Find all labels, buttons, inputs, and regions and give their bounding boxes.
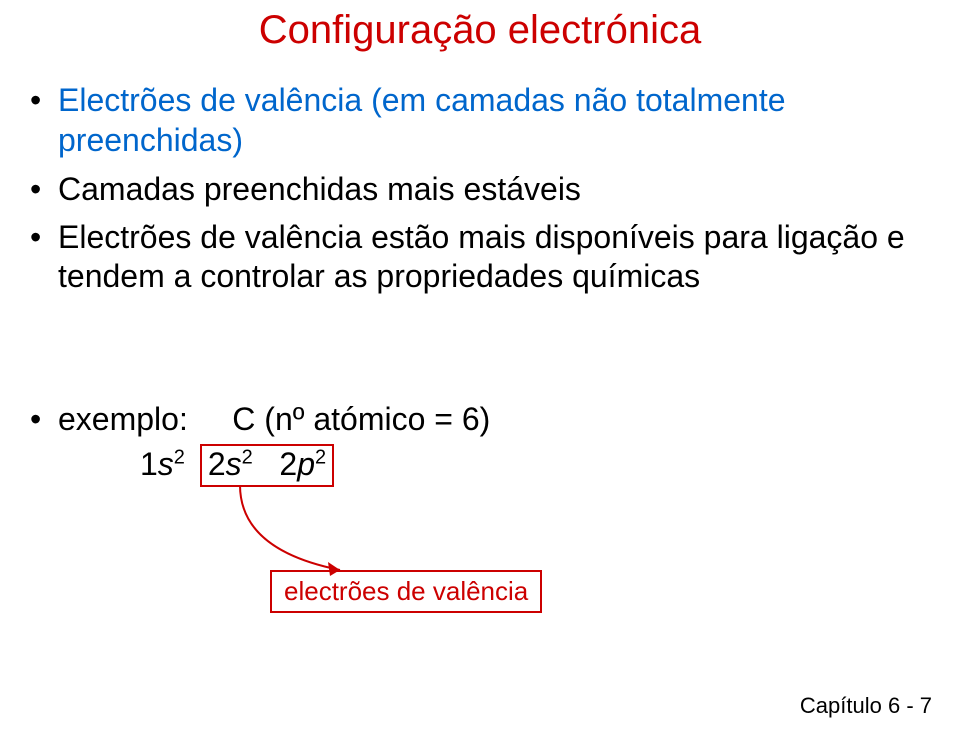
example-label: exemplo: xyxy=(58,401,188,437)
config-1s2-orb: s xyxy=(158,446,174,482)
valence-label-text: electrões de valência xyxy=(284,576,528,606)
slide: Configuração electrónica • Electrões de … xyxy=(0,0,960,731)
config-2p2-orb: p xyxy=(297,446,315,482)
bullet-2: • Camadas preenchidas mais estáveis xyxy=(30,170,910,208)
bullet-3: • Electrões de valência estão mais dispo… xyxy=(30,218,910,295)
config-2s2-n: 2 xyxy=(208,446,226,482)
electron-config: 1s2 2s2 2p2 xyxy=(30,444,910,487)
config-2s2: 2s2 xyxy=(208,446,253,483)
config-2s2-orb: s xyxy=(226,446,242,482)
page-footer: Capítulo 6 - 7 xyxy=(800,693,932,719)
bullet-dot: • xyxy=(30,400,41,438)
bullet-dot: • xyxy=(30,80,41,120)
slide-title: Configuração electrónica xyxy=(0,8,960,53)
config-1s2-n: 1 xyxy=(140,446,158,482)
config-1s2: 1s2 xyxy=(140,446,185,483)
bullet-1-text: Electrões de valência (em camadas não to… xyxy=(58,82,786,158)
config-2p2-n: 2 xyxy=(279,446,297,482)
config-2p2: 2p2 xyxy=(279,446,326,483)
config-1s2-sup: 2 xyxy=(174,447,185,469)
bullet-1: • Electrões de valência (em camadas não … xyxy=(30,80,910,160)
valence-label-box: electrões de valência xyxy=(270,570,542,613)
config-2s2-sup: 2 xyxy=(242,447,253,469)
bullet-list: • Electrões de valência (em camadas não … xyxy=(30,80,910,305)
example-line: • exemplo: C (nº atómico = 6) xyxy=(30,400,910,438)
example-block: • exemplo: C (nº atómico = 6) 1s2 2s2 2p… xyxy=(30,400,910,487)
example-text: C (nº atómico = 6) xyxy=(232,401,490,437)
bullet-3-text: Electrões de valência estão mais disponí… xyxy=(58,219,905,293)
bullet-dot: • xyxy=(30,218,41,256)
bullet-dot: • xyxy=(30,170,41,208)
bullet-2-text: Camadas preenchidas mais estáveis xyxy=(58,171,581,207)
config-2p2-sup: 2 xyxy=(315,447,326,469)
